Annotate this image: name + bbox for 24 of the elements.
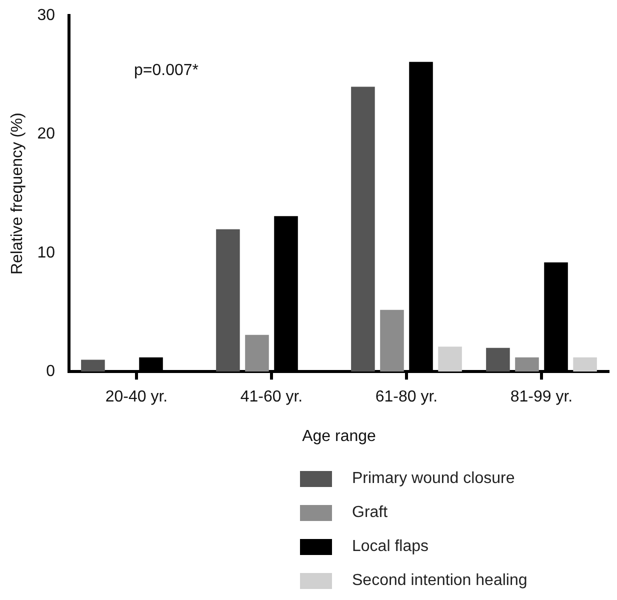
x-tick-label: 20-40 yr. <box>105 388 168 406</box>
x-tick-label: 81-99 yr. <box>510 388 573 406</box>
y-tick-label: 30 <box>37 7 56 24</box>
x-tick-label: 61-80 yr. <box>375 388 438 406</box>
x-axis-title: Age range <box>302 428 376 445</box>
y-axis-title: Relative frequency (%) <box>9 112 26 275</box>
y-tick-label: 20 <box>37 126 56 143</box>
bar <box>245 334 269 372</box>
bar <box>216 229 240 372</box>
y-tick-label: 10 <box>37 244 56 262</box>
legend-label: Second intention healing <box>352 572 528 590</box>
bar <box>573 357 597 372</box>
bar <box>81 360 105 372</box>
bar <box>438 346 462 372</box>
x-tick-label: 41-60 yr. <box>240 388 303 406</box>
bar <box>380 310 404 372</box>
bar <box>486 348 510 372</box>
annotation: p=0.007* <box>134 62 199 80</box>
y-tick-label: 0 <box>46 363 56 380</box>
bar <box>515 357 539 372</box>
legend-label: Local flaps <box>352 538 428 556</box>
legend-label: Graft <box>352 504 388 522</box>
legend-label: Primary wound closure <box>352 470 515 488</box>
bar <box>351 86 375 372</box>
